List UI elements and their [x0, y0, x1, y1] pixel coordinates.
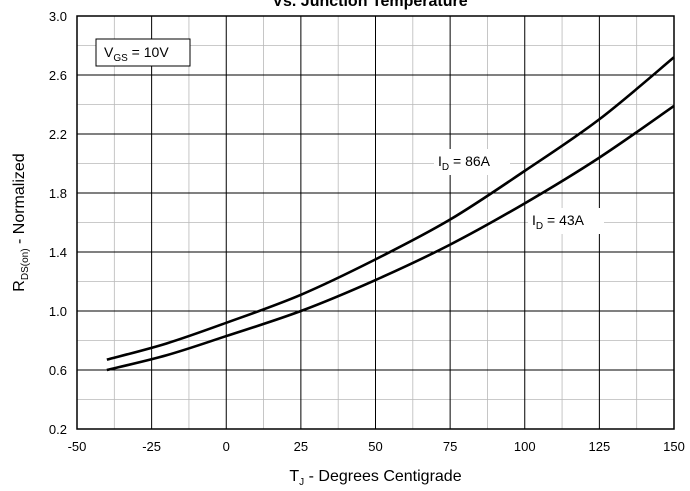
chart-title: Vs. Junction Temperature [272, 0, 467, 10]
series-label-86a-main: I [438, 153, 442, 169]
series-label-86a-rest: = 86A [449, 153, 491, 169]
condition-rest: = 10V [128, 44, 170, 60]
series-label-43a-sub: D [536, 221, 543, 232]
y-tick-label: 1.8 [49, 186, 67, 201]
x-tick-label: -50 [68, 439, 87, 454]
series-line-43a [106, 104, 675, 372]
y-tick-labels: 0.2 0.6 1.0 1.4 1.8 2.2 2.6 3.0 [49, 9, 67, 437]
condition-label: VGS = 10V [104, 44, 169, 64]
x-tick-label: 0 [223, 439, 230, 454]
series-label-86a: ID = 86A [438, 153, 491, 173]
condition-sub: GS [113, 53, 128, 64]
series-label-background-43a [528, 208, 604, 234]
y-axis-title: RDS(on) - Normalized [11, 153, 31, 291]
x-axis-title-rest: - Degrees Centigrade [304, 468, 462, 485]
x-axis-title-main: T [289, 468, 299, 485]
x-tick-labels: -50 -25 0 25 50 75 100 125 150 [68, 439, 685, 454]
series-label-43a: ID = 43A [532, 212, 585, 232]
y-tick-label: 0.6 [49, 363, 67, 378]
y-axis-title-main: R [11, 280, 28, 292]
x-tick-label: 125 [589, 439, 611, 454]
x-tick-label: -25 [142, 439, 161, 454]
x-tick-label: 25 [294, 439, 308, 454]
condition-box [95, 38, 191, 67]
x-axis-title-sub: J [299, 477, 304, 488]
x-tick-label: 75 [443, 439, 457, 454]
series-line-86a [106, 56, 675, 361]
x-axis-title: TJ - Degrees Centigrade [289, 468, 461, 488]
y-tick-label: 0.2 [49, 422, 67, 437]
plot-frame [76, 15, 675, 430]
series-label-background-86a [434, 149, 510, 175]
series-label-43a-rest: = 43A [543, 212, 585, 228]
y-axis-title-sub: DS(on) [20, 248, 31, 280]
series-label-43a-main: I [532, 212, 536, 228]
y-axis-title-rest: - Normalized [11, 153, 28, 248]
y-tick-label: 3.0 [49, 9, 67, 24]
grid [77, 16, 674, 429]
series-label-86a-sub: D [442, 162, 449, 173]
y-tick-label: 2.2 [49, 127, 67, 142]
y-tick-label: 2.6 [49, 68, 67, 83]
y-tick-label: 1.0 [49, 304, 67, 319]
series-layer [106, 56, 675, 372]
condition-main: V [104, 44, 114, 60]
x-tick-label: 100 [514, 439, 536, 454]
x-tick-label: 50 [368, 439, 382, 454]
x-tick-label: 150 [663, 439, 685, 454]
y-tick-label: 1.4 [49, 245, 67, 260]
